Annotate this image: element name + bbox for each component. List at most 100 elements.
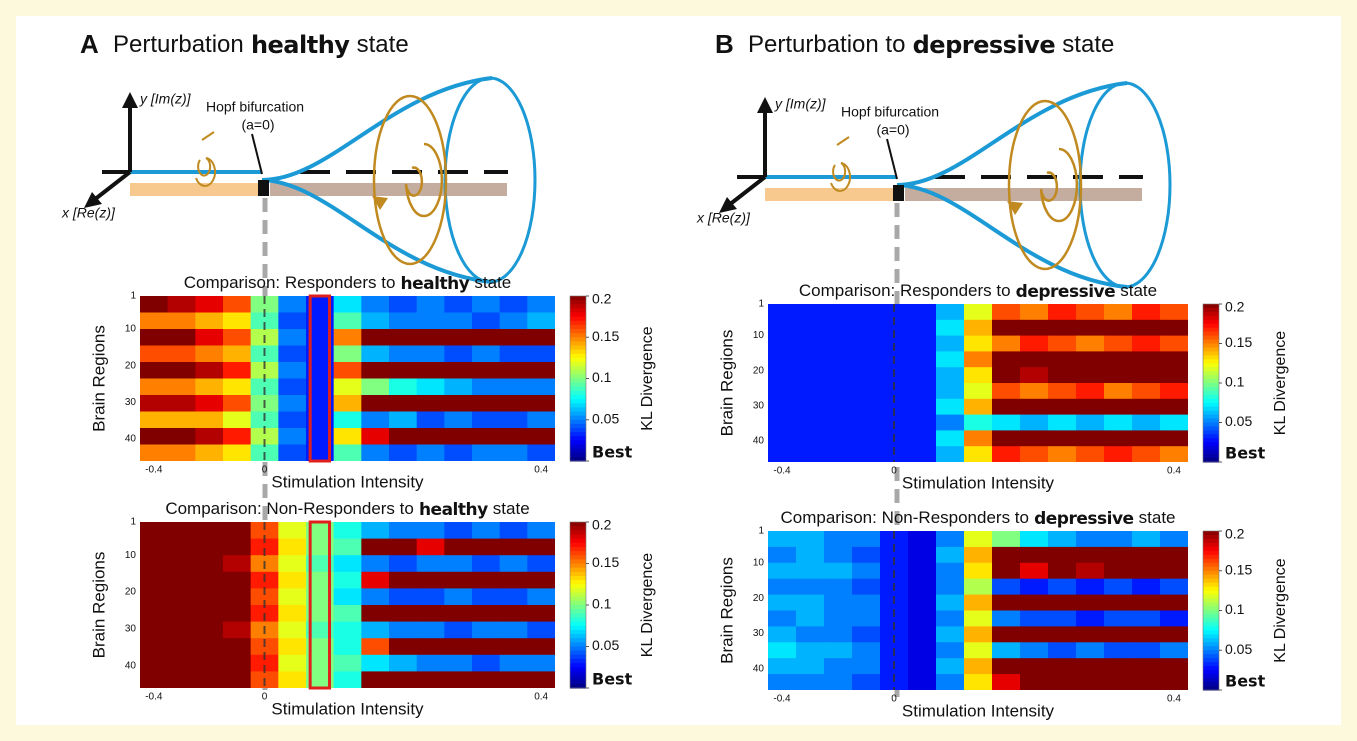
cell — [824, 430, 853, 447]
cell — [1132, 610, 1161, 627]
cell — [1048, 398, 1077, 416]
colorbar-swatch — [1203, 363, 1219, 368]
highlight-box — [308, 520, 332, 690]
cell — [472, 671, 501, 688]
cell — [389, 522, 418, 540]
cell — [527, 444, 555, 461]
cell — [333, 362, 362, 380]
cell — [223, 605, 252, 623]
colorbar-swatch — [570, 621, 586, 627]
cell — [472, 378, 501, 396]
cell — [167, 621, 196, 639]
cell — [768, 642, 797, 659]
colorbar-swatch — [570, 559, 586, 565]
cell — [499, 538, 528, 556]
cell — [992, 610, 1021, 627]
cell — [416, 605, 445, 623]
cell — [278, 605, 307, 623]
colorbar-swatch — [570, 357, 586, 363]
cell — [936, 642, 965, 659]
cell — [361, 296, 390, 314]
cell — [140, 345, 169, 363]
colorbar-swatch — [1203, 442, 1219, 447]
cell — [1020, 351, 1049, 368]
arrowhead — [719, 197, 737, 213]
cell — [936, 414, 965, 431]
colorbar-swatch — [570, 428, 586, 433]
colorbar-swatch — [570, 415, 586, 421]
colorbar-tick-label: Best — [1225, 672, 1266, 691]
cell — [852, 626, 881, 643]
cell — [908, 304, 937, 321]
cell — [1160, 414, 1188, 431]
colorbar-swatch — [1203, 554, 1219, 560]
y-tick-label: 10 — [125, 550, 137, 561]
cell — [1020, 578, 1049, 596]
cell — [1048, 531, 1077, 548]
cell — [223, 654, 252, 672]
colorbar-swatch — [570, 296, 586, 301]
cell — [306, 329, 335, 347]
colorbar-swatch — [1203, 542, 1219, 548]
colorbar-tick-label: 0.2 — [592, 517, 612, 533]
cell — [278, 296, 307, 314]
cell — [444, 671, 473, 688]
cell — [250, 362, 279, 380]
cell — [1076, 414, 1105, 431]
cell — [167, 428, 196, 446]
colorbar-tick-label: 0.05 — [1225, 641, 1252, 657]
cell — [1132, 626, 1161, 643]
cell — [416, 411, 445, 429]
cell — [852, 430, 881, 447]
cell — [1104, 319, 1133, 337]
cell — [223, 296, 252, 314]
cell — [333, 605, 362, 623]
cell — [140, 411, 169, 429]
cell — [1160, 351, 1188, 368]
cell — [936, 578, 965, 596]
y-tick-label: 30 — [125, 624, 137, 635]
cell — [908, 642, 937, 659]
title-emphasis: healthy — [251, 31, 350, 59]
cell — [472, 312, 501, 330]
colorbar-swatch — [570, 456, 586, 462]
cell — [472, 571, 501, 589]
colorbar-tick-label: 0.05 — [592, 637, 619, 653]
cell — [333, 588, 362, 606]
cell — [389, 538, 418, 556]
cell — [223, 444, 252, 461]
stable-bar — [765, 188, 897, 201]
cell — [389, 312, 418, 330]
cell — [1020, 430, 1049, 447]
cell — [992, 531, 1021, 548]
cell — [1076, 642, 1105, 659]
cell — [796, 335, 825, 352]
cell — [416, 671, 445, 688]
colorbar-swatch — [1203, 418, 1219, 424]
colorbar-swatch — [1203, 674, 1219, 679]
spiral-outer — [372, 94, 448, 266]
cell — [416, 428, 445, 446]
cell — [333, 378, 362, 396]
colorbar-swatch — [1203, 359, 1219, 364]
colorbar-swatch — [570, 522, 586, 527]
cell — [361, 621, 390, 639]
cell — [167, 588, 196, 606]
cell — [361, 654, 390, 672]
colorbar-swatch — [1203, 402, 1219, 408]
cell — [908, 319, 937, 337]
cell — [499, 638, 528, 656]
cell — [824, 367, 853, 384]
cell — [527, 345, 555, 363]
cell — [223, 555, 252, 573]
cell — [389, 588, 418, 606]
cell — [527, 555, 555, 573]
title-text: Comparison: Responders to — [799, 281, 1011, 300]
colorbar-tick-label: 0.15 — [592, 328, 619, 344]
cell — [444, 444, 473, 461]
cell — [1048, 383, 1077, 400]
cell — [992, 304, 1021, 321]
colorbar-swatch — [1203, 414, 1219, 420]
spiral-small — [195, 131, 216, 187]
colorbar-swatch — [570, 538, 586, 544]
